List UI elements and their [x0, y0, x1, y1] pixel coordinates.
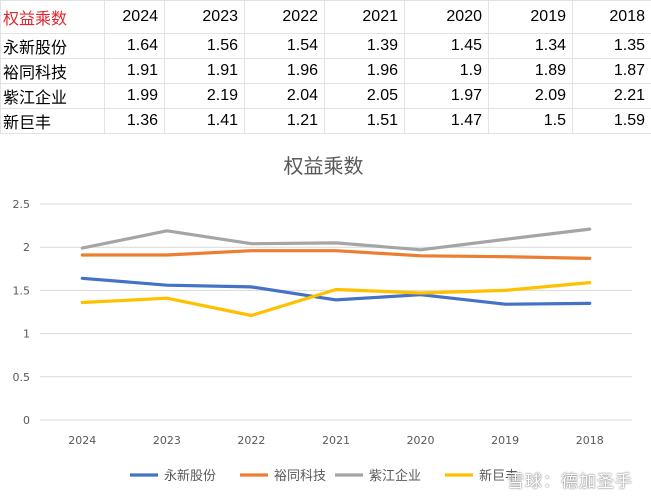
table-cell: 1.59 — [572, 108, 651, 134]
spreadsheet-table: 权益乘数 2024 2023 2022 2021 2020 2019 2018 永新股份 1.64… — [0, 0, 651, 145]
x-tick-label: 2020 — [407, 434, 435, 447]
table-cell: 1.21 — [244, 108, 325, 134]
table-row: 裕同科技 1.91 1.91 1.96 1.96 1.9 1.89 1.87 — [0, 58, 651, 84]
series-line — [80, 281, 592, 318]
x-tick-label: 2018 — [576, 434, 604, 447]
year-header: 2021 — [324, 0, 405, 34]
year-header: 2020 — [404, 0, 489, 34]
x-tick-label: 2022 — [237, 434, 265, 447]
table-cell: 2.09 — [488, 83, 573, 109]
y-tick-label: 2.5 — [13, 198, 31, 211]
table-cell: 2.21 — [572, 83, 651, 109]
legend-label: 新巨丰 — [479, 468, 518, 484]
line-chart: 权益乘数 0 0.5 1 1.5 2 2.5 2024 2023 2022 2021 2020 2019… — [13, 154, 632, 484]
year-header: 2018 — [572, 0, 651, 34]
table-cell: 2.04 — [244, 83, 325, 109]
table-cell: 1.54 — [244, 33, 325, 59]
y-tick-label: 1 — [23, 328, 30, 341]
table-cell: 1.91 — [164, 58, 245, 84]
table-cell: 1.51 — [324, 108, 405, 134]
row-company-name: 裕同科技 — [0, 58, 105, 84]
table-cell: 1.89 — [488, 58, 573, 84]
table-cell: 1.47 — [404, 108, 489, 134]
row-company-name: 紫江企业 — [0, 83, 105, 109]
series-line — [80, 227, 592, 252]
table-cell: 1.91 — [104, 58, 165, 84]
table-cell: 2.19 — [164, 83, 245, 109]
x-tick-label: 2021 — [322, 434, 350, 447]
table-cell: 1.45 — [404, 33, 489, 59]
table-cell: 1.9 — [404, 58, 489, 84]
table-cell: 1.36 — [104, 108, 165, 134]
chart-title: 权益乘数 — [284, 154, 364, 178]
y-tick-label: 0.5 — [13, 371, 31, 384]
y-tick-label: 2 — [23, 241, 30, 254]
y-tick-label: 1.5 — [13, 284, 31, 297]
year-header: 2023 — [164, 0, 245, 34]
data-grid: 权益乘数 2024 2023 2022 2021 2020 2019 2018 永新股份 1.64… — [0, 0, 651, 134]
legend-label: 裕同科技 — [274, 469, 326, 484]
series-line — [80, 249, 592, 261]
table-cell: 1.41 — [164, 108, 245, 134]
x-tick-label: 2019 — [491, 434, 519, 447]
row-company-name: 永新股份 — [0, 33, 105, 59]
legend-label: 紫江企业 — [369, 468, 421, 484]
x-tick-label: 2023 — [153, 434, 181, 447]
table-cell: 1.34 — [488, 33, 573, 59]
table-cell: 2.05 — [324, 83, 405, 109]
table-row: 紫江企业 1.99 2.19 2.04 2.05 1.97 2.09 2.21 — [0, 83, 651, 109]
table-cell: 1.35 — [572, 33, 651, 59]
watermark-text: 雪球：德加圣手 — [507, 472, 633, 491]
table-cell: 1.87 — [572, 58, 651, 84]
table-header-row: 权益乘数 2024 2023 2022 2021 2020 2019 2018 — [0, 0, 651, 34]
table-cell: 1.96 — [324, 58, 405, 84]
y-tick-label: 0 — [23, 414, 30, 427]
table-row: 永新股份 1.64 1.56 1.54 1.39 1.45 1.34 1.35 — [0, 33, 651, 59]
table-cell: 1.99 — [104, 83, 165, 109]
table-cell: 1.96 — [244, 58, 325, 84]
series-line — [80, 276, 592, 306]
table-cell: 1.97 — [404, 83, 489, 109]
x-tick-label: 2024 — [68, 434, 96, 447]
table-row: 新巨丰 1.36 1.41 1.21 1.51 1.47 1.5 1.59 — [0, 108, 651, 134]
row-company-name: 新巨丰 — [0, 108, 105, 134]
table-cell: 1.5 — [488, 108, 573, 134]
year-header: 2022 — [244, 0, 325, 34]
legend-label: 永新股份 — [164, 468, 216, 484]
table-cell: 1.39 — [324, 33, 405, 59]
year-header: 2019 — [488, 0, 573, 34]
table-cell: 1.64 — [104, 33, 165, 59]
table-corner-label: 权益乘数 — [0, 0, 105, 34]
year-header: 2024 — [104, 0, 165, 34]
table-cell: 1.56 — [164, 33, 245, 59]
